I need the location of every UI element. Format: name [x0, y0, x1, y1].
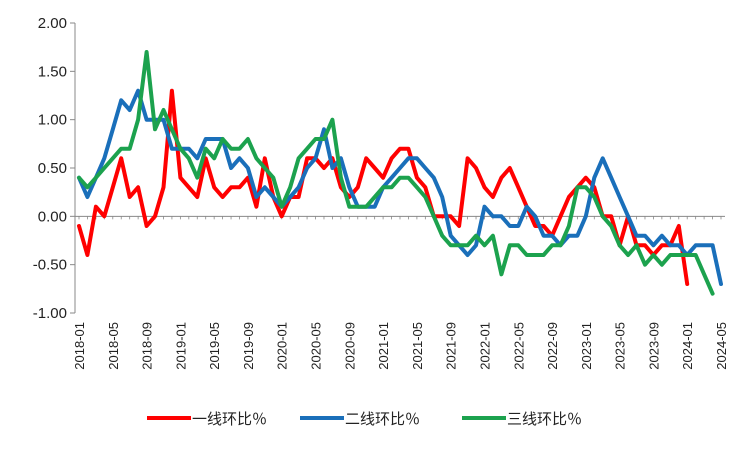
- x-tick-label: 2020-01: [275, 322, 290, 370]
- y-tick-label: -1.00: [33, 305, 67, 322]
- y-tick-label: 1.50: [38, 63, 67, 80]
- legend-label-3: 三线环比％: [507, 410, 582, 428]
- y-tick-label: 0.00: [38, 208, 67, 225]
- x-tick-label: 2019-05: [207, 322, 222, 370]
- x-tick-label: 2020-05: [309, 322, 324, 370]
- x-tick-label: 2021-01: [376, 322, 391, 370]
- x-tick-label: 2019-01: [173, 322, 188, 370]
- x-tick-label: 2024-05: [714, 322, 729, 370]
- x-tick-label: 2022-01: [477, 322, 492, 370]
- x-tick-label: 2023-09: [646, 322, 661, 370]
- x-tick-label: 2020-09: [342, 322, 357, 370]
- y-axis: 2.00 1.50 1.00 0.50 0.00 -0.50 -1.00: [33, 15, 76, 322]
- x-tick-label: 2018-01: [72, 322, 87, 370]
- x-tick-label: 2018-09: [140, 322, 155, 370]
- x-tick-label: 2022-05: [511, 322, 526, 370]
- y-tick-label: 1.00: [38, 112, 67, 129]
- legend: 一线环比％ 二线环比％ 三线环比％: [147, 410, 582, 428]
- x-tick-label: 2018-05: [106, 322, 121, 370]
- x-tick-label: 2019-09: [241, 322, 256, 370]
- x-tick-label: 2021-05: [410, 322, 425, 370]
- legend-label-2: 二线环比％: [345, 410, 420, 428]
- x-tick-label: 2024-01: [680, 322, 695, 370]
- series-line-3: [77, 50, 715, 296]
- series-line-2: [77, 88, 723, 286]
- series-layer: [77, 50, 723, 296]
- x-tick-label: 2022-09: [545, 322, 560, 370]
- series-line-1: [77, 88, 690, 286]
- y-tick-label: -0.50: [33, 257, 67, 274]
- x-tick-label: 2023-05: [613, 322, 628, 370]
- x-tick-label: 2023-01: [579, 322, 594, 370]
- x-axis: 2018-01 2018-05 2018-09 2019-01 2019-05 2019-…: [72, 215, 729, 370]
- x-tick-label: 2021-09: [444, 322, 459, 370]
- legend-label-1: 一线环比％: [192, 410, 267, 428]
- y-tick-label: 0.50: [38, 160, 67, 177]
- y-tick-label: 2.00: [38, 15, 67, 32]
